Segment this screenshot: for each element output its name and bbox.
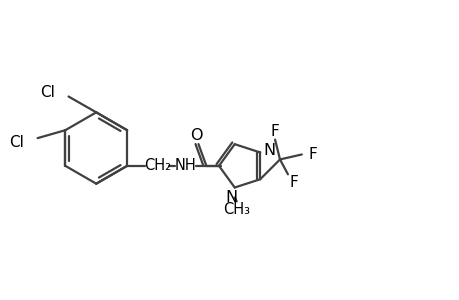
Text: F: F [270, 124, 279, 139]
Text: N: N [225, 190, 237, 205]
Text: F: F [289, 175, 298, 190]
Text: Cl: Cl [9, 135, 24, 150]
Text: CH₃: CH₃ [223, 202, 250, 217]
Text: NH: NH [174, 158, 196, 173]
Text: O: O [190, 128, 202, 142]
Text: CH₂: CH₂ [144, 158, 171, 173]
Text: N: N [263, 143, 274, 158]
Text: F: F [308, 147, 317, 162]
Text: Cl: Cl [39, 85, 55, 100]
